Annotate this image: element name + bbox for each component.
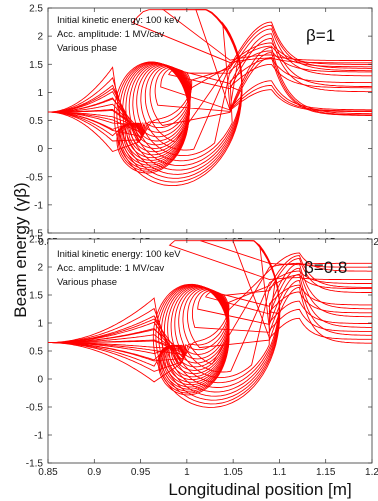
bottom-x-tick-label: 1.05 — [223, 467, 243, 478]
bottom-x-tick-label: 1.1 — [272, 467, 286, 478]
top-trajectory-line — [48, 21, 372, 175]
bottom-x-tick-label: 1.2 — [365, 467, 378, 478]
top-trajectory-line — [48, 50, 372, 159]
top-y-tick-label: 1 — [37, 88, 43, 99]
top-y-tick-label: 0.5 — [29, 116, 43, 127]
x-axis-label: Longitudinal position [m] — [168, 480, 351, 499]
bottom-x-ticks: 0.85 0.9 0.95 1 1.05 1.1 1.15 1.2 — [38, 239, 378, 478]
bottom-annotation-phase: Various phase — [57, 277, 117, 288]
bottom-trajectory-line — [48, 277, 372, 393]
y-axis-label: Beam energy (γβ) — [11, 182, 30, 317]
top-trajectories — [47, 9, 373, 187]
bottom-x-tick-label: 1.15 — [316, 467, 336, 478]
bottom-y-tick-label: -1.5 — [26, 459, 44, 470]
top-trajectory-line — [48, 52, 372, 146]
bottom-trajectory-line — [48, 255, 372, 383]
top-panel: 2.521.510.50-0.5-1-1.5 0.850.90.9511.051… — [26, 4, 378, 249]
top-beta-label: β=1 — [306, 26, 335, 45]
top-trajectory-line — [48, 33, 372, 142]
bottom-trajectory-line — [48, 240, 372, 405]
top-trajectory-line — [48, 28, 372, 143]
top-annotation-amplitude: Acc. amplitude: 1 MV/cav — [57, 29, 164, 40]
top-annotation-energy: Initial kinetic energy: 100 keV — [57, 15, 181, 26]
top-y-tick-label: 1.5 — [29, 60, 43, 71]
top-trajectory-line — [48, 57, 372, 149]
top-y-tick-label: 2 — [37, 32, 43, 43]
top-trajectory-line — [48, 9, 372, 179]
top-trajectory-line — [48, 21, 372, 144]
top-y-tick-label: -0.5 — [26, 172, 44, 183]
bottom-y-tick-label: 2.5 — [29, 235, 43, 246]
top-y-tick-label: 2.5 — [29, 4, 43, 15]
bottom-annotation-energy: Initial kinetic energy: 100 keV — [57, 249, 181, 260]
bottom-y-tick-label: 0.5 — [29, 347, 43, 358]
top-trajectory-line — [48, 55, 372, 171]
bottom-trajectories — [48, 240, 372, 408]
top-y-ticks: 2.5 2 1.5 1 0.5 0 -0.5 -1 -1.5 — [26, 4, 372, 240]
bottom-x-tick-label: 0.95 — [131, 467, 151, 478]
bottom-y-tick-label: -0.5 — [26, 403, 44, 414]
bottom-annotation-amplitude: Acc. amplitude: 1 MV/cav — [57, 263, 164, 274]
top-trajectory-line — [48, 46, 372, 142]
bottom-y-tick-label: 0 — [37, 375, 43, 386]
bottom-x-tick-label: 0.85 — [38, 467, 58, 478]
bottom-beta-label: β=0.8 — [304, 258, 347, 277]
top-y-tick-label: -1.5 — [26, 229, 44, 240]
top-y-tick-label: 0 — [37, 144, 43, 155]
bottom-panel: 2.5 2 1.5 1 0.5 0 -0.5 -1 -1.5 0.85 0.9 0.95 1 1.05 1… — [26, 235, 378, 479]
top-trajectory-line — [48, 37, 372, 140]
bottom-x-tick-label: 0.9 — [87, 467, 101, 478]
top-trajectory-line — [48, 24, 372, 153]
bottom-x-tick-label: 1 — [184, 467, 190, 478]
top-annotation-phase: Various phase — [57, 43, 117, 54]
bottom-trajectory-line — [48, 243, 372, 397]
top-trajectory-line — [47, 9, 372, 187]
bottom-trajectory-line — [48, 279, 372, 368]
bottom-trajectory-line — [48, 240, 372, 408]
bottom-trajectory-line — [48, 273, 372, 364]
bottom-trajectory-line — [48, 240, 372, 401]
bottom-trajectory-line — [48, 258, 372, 364]
bottom-y-ticks: 2.5 2 1.5 1 0.5 0 -0.5 -1 -1.5 — [26, 235, 372, 470]
top-y-tick-label: -1 — [34, 200, 43, 211]
bottom-y-tick-label: 1.5 — [29, 291, 43, 302]
bottom-y-tick-label: -1 — [34, 431, 43, 442]
top-trajectory-line — [48, 9, 372, 183]
top-trajectory-line — [48, 58, 373, 162]
bottom-y-tick-label: 1 — [37, 319, 43, 330]
bottom-y-tick-label: 2 — [37, 263, 43, 274]
bottom-trajectory-line — [48, 267, 372, 362]
bottom-trajectory-line — [48, 262, 372, 372]
